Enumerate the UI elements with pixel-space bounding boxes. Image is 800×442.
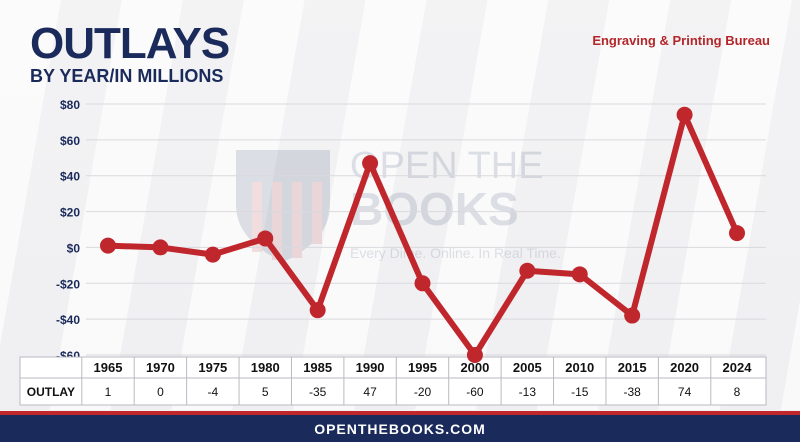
data-label: -15 xyxy=(571,385,589,399)
data-label: -4 xyxy=(207,385,218,399)
data-point xyxy=(571,266,588,283)
background xyxy=(0,0,800,410)
y-tick-label: $20 xyxy=(60,206,80,220)
data-label: 0 xyxy=(157,385,164,399)
x-tick-label: 1990 xyxy=(356,360,385,375)
data-label: -60 xyxy=(466,385,484,399)
data-point xyxy=(204,246,221,263)
watermark-tagline: Every Dime. Online. In Real Time. xyxy=(350,245,561,261)
data-label: 47 xyxy=(363,385,377,399)
x-tick-label: 1980 xyxy=(251,360,280,375)
y-tick-label: $0 xyxy=(67,241,81,255)
data-label: -13 xyxy=(519,385,537,399)
chart-title: OUTLAYS xyxy=(30,19,230,68)
data-point xyxy=(100,237,116,254)
data-point xyxy=(152,239,169,256)
data-point xyxy=(309,302,326,319)
series-outlay xyxy=(100,106,745,363)
x-tick-label: 1995 xyxy=(408,360,437,375)
shield-logo-icon xyxy=(236,150,330,262)
agency-label: Engraving & Printing Bureau xyxy=(592,33,770,48)
data-point xyxy=(466,347,483,363)
y-tick-label: $60 xyxy=(60,134,80,148)
outlays-line-chart: OPEN THE BOOKS Every Dime. Online. In Re… xyxy=(19,98,767,406)
y-tick-label: $40 xyxy=(60,170,80,184)
data-label: -38 xyxy=(623,385,641,399)
x-tick-label: 1965 xyxy=(94,360,123,375)
data-label: 8 xyxy=(734,385,741,399)
y-axis: $80$60$40$20$0-$20-$40-$60 xyxy=(56,98,80,363)
x-tick-label: 2015 xyxy=(618,360,647,375)
footer-bar: OPENTHEBOOKS.COM xyxy=(0,411,800,442)
data-label: -35 xyxy=(309,385,327,399)
x-tick-label: 1975 xyxy=(198,360,227,375)
chart-subtitle: BY YEAR/IN MILLIONS xyxy=(30,66,224,86)
data-point xyxy=(519,262,536,279)
watermark-line1: OPEN THE xyxy=(350,145,544,187)
data-point xyxy=(729,225,745,242)
data-point xyxy=(624,307,641,324)
watermark-line2: BOOKS xyxy=(350,183,519,235)
y-tick-label: -$40 xyxy=(56,313,80,327)
x-tick-label: 1985 xyxy=(303,360,332,375)
data-point xyxy=(676,106,693,123)
data-point xyxy=(362,155,379,172)
watermark: OPEN THE BOOKS Every Dime. Online. In Re… xyxy=(236,145,561,262)
data-point xyxy=(257,230,274,247)
data-table: 1965 1 1970 0 1975 -4 1980 5 1985 -35 1990 47 1995 -2… xyxy=(19,356,767,406)
x-tick-label: 1970 xyxy=(146,360,175,375)
x-tick-label: 2024 xyxy=(723,360,753,375)
data-label: 5 xyxy=(262,385,269,399)
table-frame xyxy=(19,356,767,406)
x-tick-label: 2000 xyxy=(460,360,489,375)
data-label: -20 xyxy=(414,385,432,399)
x-tick-label: 2005 xyxy=(513,360,542,375)
footer-site-link[interactable]: OPENTHEBOOKS.COM xyxy=(314,420,486,437)
y-tick-label: -$20 xyxy=(56,277,80,291)
table-row-label: OUTLAY xyxy=(27,385,75,399)
x-tick-label: 2010 xyxy=(565,360,594,375)
data-label: 1 xyxy=(105,385,112,399)
data-point xyxy=(414,275,431,292)
y-tick-label: $80 xyxy=(60,98,80,112)
x-tick-label: 2020 xyxy=(670,360,699,375)
data-label: 74 xyxy=(678,385,692,399)
